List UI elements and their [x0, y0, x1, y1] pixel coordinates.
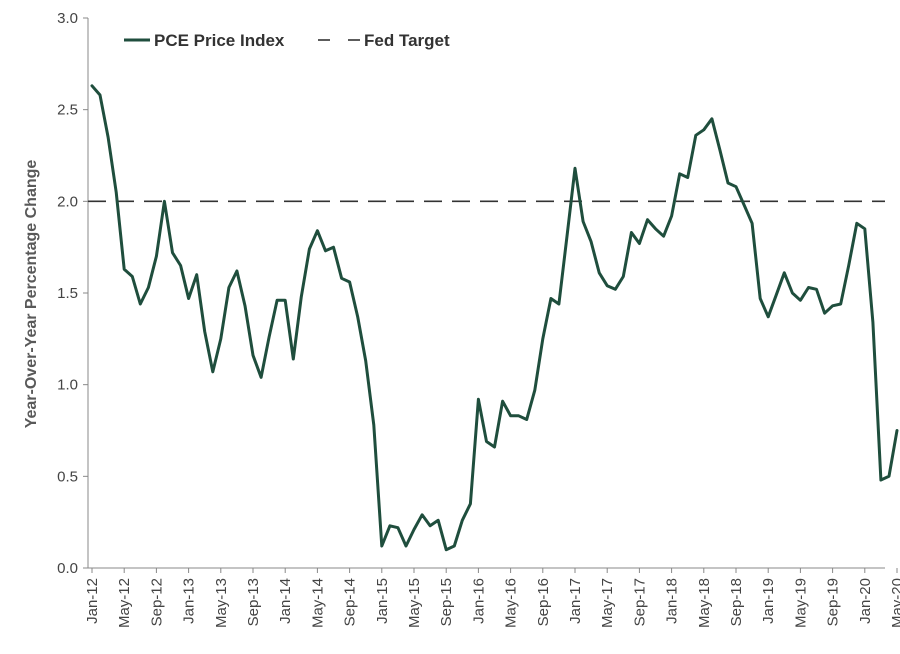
x-tick-label: Sep-19	[825, 578, 842, 626]
x-tick-label: Jan-17	[567, 578, 584, 624]
legend-label-pce: PCE Price Index	[154, 31, 285, 50]
x-tick-label: Sep-12	[148, 578, 165, 626]
x-tick-label: Sep-14	[342, 578, 359, 626]
x-axis: Jan-12 May-12 Sep-12 Jan-13 May-13 Sep-13 Jan-…	[84, 568, 900, 628]
x-tick-label: May-12	[116, 578, 133, 628]
y-tick-label: 1.5	[57, 285, 78, 302]
legend-label-fed-target: Fed Target	[364, 31, 450, 50]
x-tick-label: Sep-17	[631, 578, 648, 626]
y-tick-label: 1.0	[57, 377, 78, 394]
x-tick-label: May-20	[889, 578, 900, 628]
x-tick-label: May-18	[696, 578, 713, 628]
x-tick-label: Jan-14	[277, 578, 294, 624]
x-tick-label: May-14	[309, 578, 326, 628]
x-tick-label: May-17	[599, 578, 616, 628]
y-tick-label: 2.0	[57, 193, 78, 210]
x-tick-label: Jan-13	[181, 578, 198, 624]
x-tick-label: May-13	[213, 578, 230, 628]
x-tick-label: Jan-16	[470, 578, 487, 624]
x-tick-label: Jan-19	[760, 578, 777, 624]
x-tick-label: Jan-12	[84, 578, 101, 624]
x-tick-label: May-16	[503, 578, 520, 628]
y-tick-label: 0.5	[57, 468, 78, 485]
x-tick-label: Sep-15	[438, 578, 455, 626]
y-tick-label: 2.5	[57, 102, 78, 119]
x-tick-label: Jan-18	[664, 578, 681, 624]
x-tick-label: Sep-13	[245, 578, 262, 626]
legend: PCE Price Index Fed Target	[124, 31, 450, 50]
pce-price-index-line	[90, 84, 899, 552]
y-tick-label: 0.0	[57, 560, 78, 577]
y-axis-title: Year-Over-Year Percentage Change	[23, 160, 40, 429]
y-axis: 0.0 0.5 1.0 1.5 2.0 2.5 3.0	[57, 10, 88, 577]
y-tick-label: 3.0	[57, 10, 78, 27]
x-tick-label: Sep-18	[728, 578, 745, 626]
x-tick-label: May-15	[406, 578, 423, 628]
x-tick-label: Jan-20	[857, 578, 874, 624]
x-tick-label: Sep-16	[535, 578, 552, 626]
x-tick-label: May-19	[792, 578, 809, 628]
x-tick-label: Jan-15	[374, 578, 391, 624]
